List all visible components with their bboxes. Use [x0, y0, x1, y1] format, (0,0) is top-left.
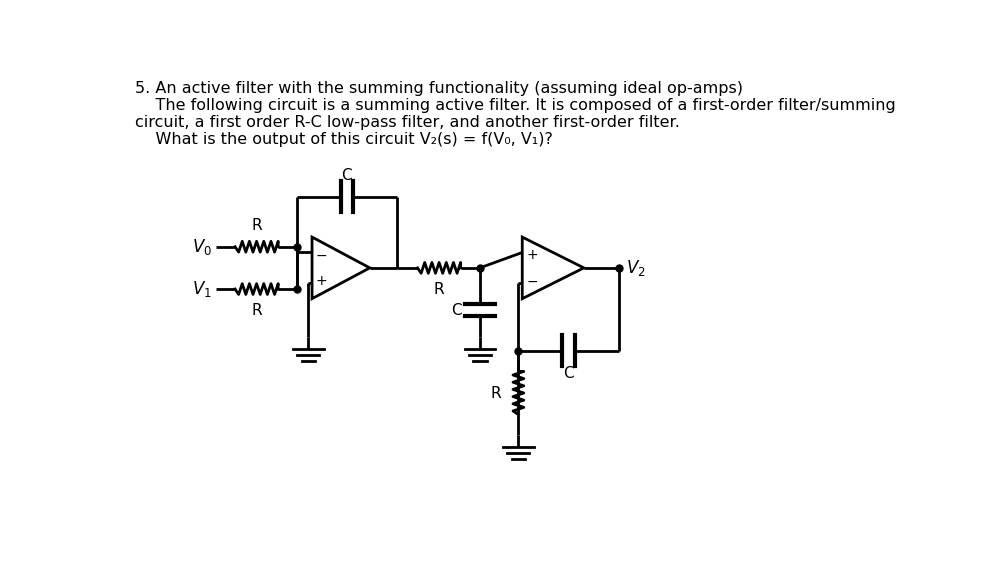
Text: C: C — [341, 168, 352, 183]
Text: R: R — [251, 303, 261, 318]
Text: C: C — [563, 366, 574, 381]
Text: The following circuit is a summing active filter. It is composed of a first-orde: The following circuit is a summing activ… — [135, 98, 895, 113]
Text: $V_0$: $V_0$ — [192, 237, 212, 257]
Text: R: R — [251, 218, 261, 233]
Text: $V_2$: $V_2$ — [626, 258, 646, 278]
Text: $+$: $+$ — [315, 274, 327, 288]
Text: 5. An active filter with the summing functionality (assuming ideal op-amps): 5. An active filter with the summing fun… — [135, 81, 743, 96]
Text: C: C — [451, 303, 462, 318]
Text: R: R — [434, 282, 444, 297]
Text: $V_1$: $V_1$ — [193, 279, 212, 299]
Text: $-$: $-$ — [315, 248, 327, 262]
Text: What is the output of this circuit V₂(s) = f(V₀, V₁)?: What is the output of this circuit V₂(s)… — [135, 132, 553, 147]
Text: $+$: $+$ — [526, 248, 538, 262]
Text: $-$: $-$ — [526, 274, 538, 288]
Text: circuit, a first order R-C low-pass filter, and another first-order filter.: circuit, a first order R-C low-pass filt… — [135, 115, 680, 130]
Text: R: R — [491, 386, 501, 401]
